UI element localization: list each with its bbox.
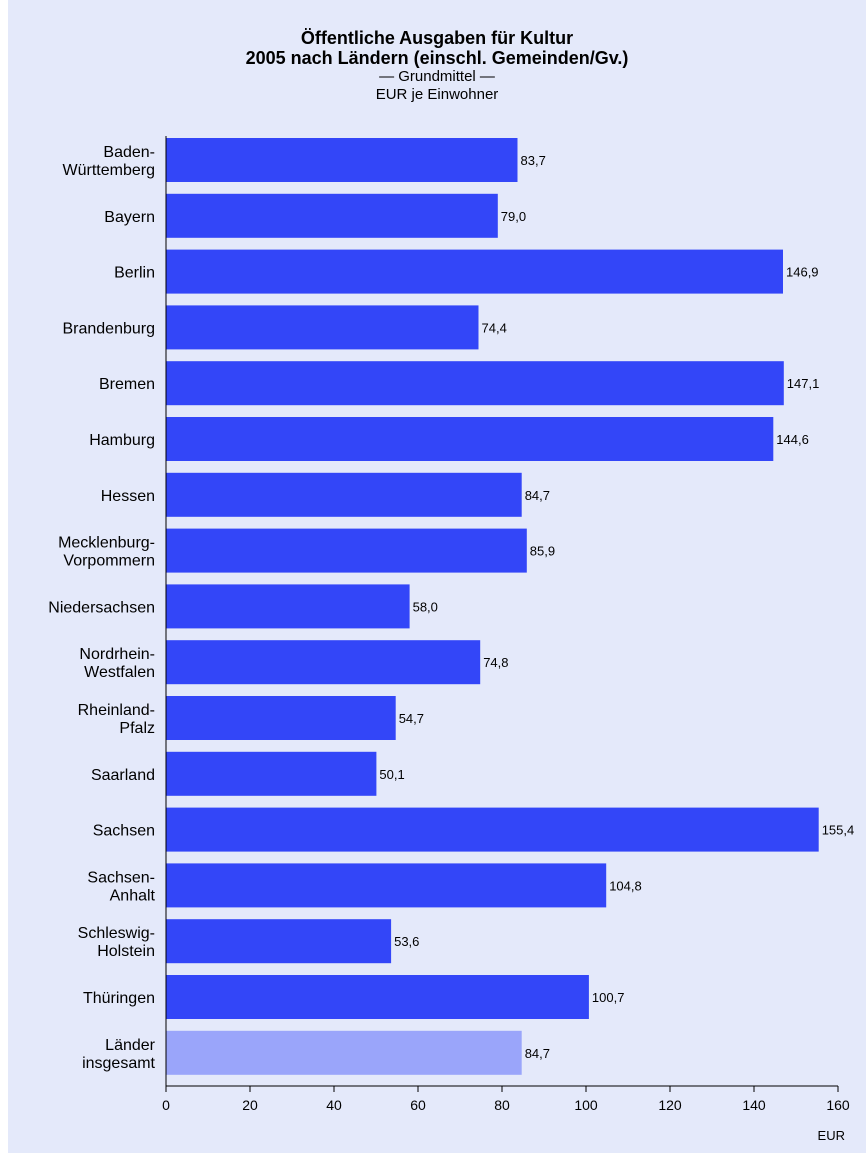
bar [166,249,783,294]
x-axis-label: EUR [818,1128,845,1143]
x-tick-label: 140 [742,1097,766,1113]
category-label: Hamburg [89,432,155,449]
bar [166,417,774,461]
category-label: Saarland [91,767,155,784]
bar [166,696,396,740]
bar [166,807,819,852]
x-tick-label: 60 [410,1097,426,1113]
category-label: Brandenburg [62,320,155,337]
category-label: Niedersachsen [48,599,155,616]
x-tick-label: 80 [494,1097,510,1113]
bar [166,1030,522,1075]
x-tick-label: 20 [242,1097,258,1113]
category-label: Berlin [114,265,155,282]
chart-background [8,0,866,1153]
category-label: Schleswig-Holstein [78,925,155,960]
bar-value-label: 147,1 [787,376,820,391]
x-tick-label: 40 [326,1097,342,1113]
bar [166,138,518,182]
category-label: Thüringen [83,990,155,1007]
bar-value-label: 84,7 [525,1046,550,1061]
category-label: Hessen [101,488,155,505]
category-label: Rheinland-Pfalz [78,702,155,737]
category-label: Bremen [99,376,155,393]
bar [166,919,392,964]
bar [166,640,481,685]
x-tick-label: 0 [162,1097,170,1113]
bar [166,975,589,1019]
category-label: Länder insgesamt [82,1037,156,1072]
bar-value-label: 53,6 [394,934,419,949]
chart-titles: Öffentliche Ausgaben für Kultur 2005 nac… [8,28,866,104]
bar [166,361,784,406]
x-tick-label: 120 [658,1097,682,1113]
bar [166,584,410,629]
bar [166,528,527,573]
bar-value-label: 74,4 [482,320,507,335]
bar-value-label: 144,6 [776,432,809,447]
bar-value-label: 74,8 [483,655,508,670]
x-tick-label: 160 [826,1097,850,1113]
bar-value-label: 84,7 [525,488,550,503]
bar [166,863,607,908]
category-label: Nordrhein-Westfalen [79,646,155,681]
chart-title-line2: 2005 nach Ländern (einschl. Gemeinden/Gv… [245,48,629,68]
bar-value-label: 146,9 [786,265,819,280]
category-label: Sachsen [93,823,155,840]
bar-value-label: 50,1 [379,767,404,782]
chart-title: Öffentliche Ausgaben für Kultur [300,28,574,48]
bar-value-label: 85,9 [530,544,555,559]
chart-subtitle: — Grundmittel — [379,68,495,85]
bar [166,305,479,350]
bar-value-label: 54,7 [399,711,424,726]
category-label: Bayern [104,209,155,226]
category-label: Baden-Württemberg [63,144,155,179]
bar [166,193,498,238]
bar-value-label: 155,4 [822,823,855,838]
bar-value-label: 104,8 [609,878,642,893]
bar-value-label: 83,7 [521,153,546,168]
bar [166,472,522,517]
bar [166,751,377,796]
bar-value-label: 100,7 [592,990,625,1005]
chart-unit-line: EUR je Einwohner [375,86,499,103]
x-tick-label: 100 [574,1097,598,1113]
category-label: Sachsen-Anhalt [87,869,155,904]
category-label: Mecklenburg-Vorpommern [58,535,155,570]
bar-value-label: 58,0 [413,599,438,614]
bar-value-label: 79,0 [501,209,526,224]
